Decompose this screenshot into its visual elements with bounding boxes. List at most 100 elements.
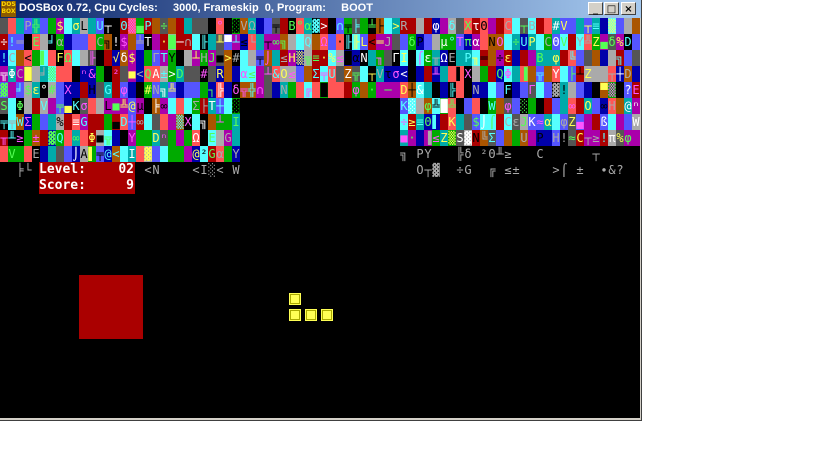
text-cell: ▒ [608,82,616,98]
text-cell: ≥ [408,114,416,130]
text-cell [480,34,488,50]
text-cell: C [8,50,16,66]
text-cell: G [80,114,88,130]
minimize-button[interactable]: _ [588,2,603,15]
text-cell [536,162,544,178]
text-cell [632,130,640,146]
close-button[interactable]: × [621,2,636,15]
text-cell [528,66,536,82]
text-cell: ■ [216,50,224,66]
text-cell: P [536,130,544,146]
text-cell [424,66,432,82]
text-cell: ÷ [456,162,464,178]
text-cell [616,98,624,114]
text-cell: ├ [376,18,384,34]
text-cell: E [632,82,640,98]
text-cell [384,50,392,66]
level-row: Level: 02 [39,162,135,178]
text-cell [0,162,8,178]
text-cell: C [544,34,552,50]
text-cell [512,18,520,34]
text-cell: X [464,18,472,34]
text-cell: ┴ [216,114,224,130]
text-cell: Θ [552,34,560,50]
text-cell [496,98,504,114]
text-cell: ! [8,34,16,50]
text-cell [96,114,104,130]
text-cell [24,146,32,162]
text-cell [544,66,552,82]
text-cell: G [224,130,232,146]
text-cell: ┼ [216,98,224,114]
text-cell: ⌡ [480,114,488,130]
text-cell: $ [472,114,480,130]
text-cell: $ [128,50,136,66]
text-cell [32,66,40,82]
text-cell: ▓ [0,82,8,98]
text-cell: $ [24,82,32,98]
text-cell [264,82,272,98]
text-cell: Y [424,146,432,162]
text-cell: Q [144,66,152,82]
text-cell: R [64,18,72,34]
text-cell: ╥ [432,50,440,66]
text-cell [112,18,120,34]
text-cell [496,18,504,34]
text-cell [88,18,96,34]
text-cell [464,98,472,114]
text-cell: ╤ [56,98,64,114]
text-cell [176,50,184,66]
text-cell: H [200,50,208,66]
text-cell: D [624,34,632,50]
text-cell: ° [296,18,304,34]
text-cell [64,66,72,82]
text-cell: T [208,98,216,114]
text-cell [160,114,168,130]
text-cell: ╬ [32,18,40,34]
text-cell [544,130,552,146]
text-cell: W [632,114,640,130]
text-cell [416,130,424,146]
text-cell: ≡ [72,114,80,130]
text-cell [232,66,240,82]
text-cell: ≥ [504,146,512,162]
text-cell: B [528,18,536,34]
text-cell [336,82,344,98]
text-cell: ⌡ [264,50,272,66]
text-cell [104,66,112,82]
text-cell: > [224,50,232,66]
text-cell [480,82,488,98]
text-cell: Γ [392,50,400,66]
text-cell [192,114,200,130]
text-cell: ▓ [160,146,168,162]
text-cell: ╨ [216,34,224,50]
text-cell: µ [440,34,448,50]
text-cell [176,146,184,162]
text-cell [592,82,600,98]
text-cell: K [448,114,456,130]
text-cell [272,82,280,98]
text-cell: ² [112,66,120,82]
text-cell: ╤ [0,114,8,130]
text-cell: █ [168,34,176,50]
score-value: 9 [126,178,134,193]
text-cell: ÷ [400,114,408,130]
text-cell: N [152,162,160,178]
text-cell [576,18,584,34]
text-cell: < [400,66,408,82]
maximize-button[interactable]: □ [604,2,619,15]
title-bar[interactable]: DOS BOX DOSBox 0.72, Cpu Cycles: 3000, Fr… [0,0,641,18]
text-cell: $ [120,34,128,50]
text-cell [424,82,432,98]
text-cell [432,34,440,50]
text-cell: ╩ [472,66,480,82]
text-cell: ═ [480,50,488,66]
text-cell: @ [624,98,632,114]
level-label: Level: [39,162,86,177]
text-cell: ≈ [536,114,544,130]
text-cell: > [552,162,560,178]
text-cell [288,82,296,98]
text-cell: ² [200,146,208,162]
text-cell [184,82,192,98]
